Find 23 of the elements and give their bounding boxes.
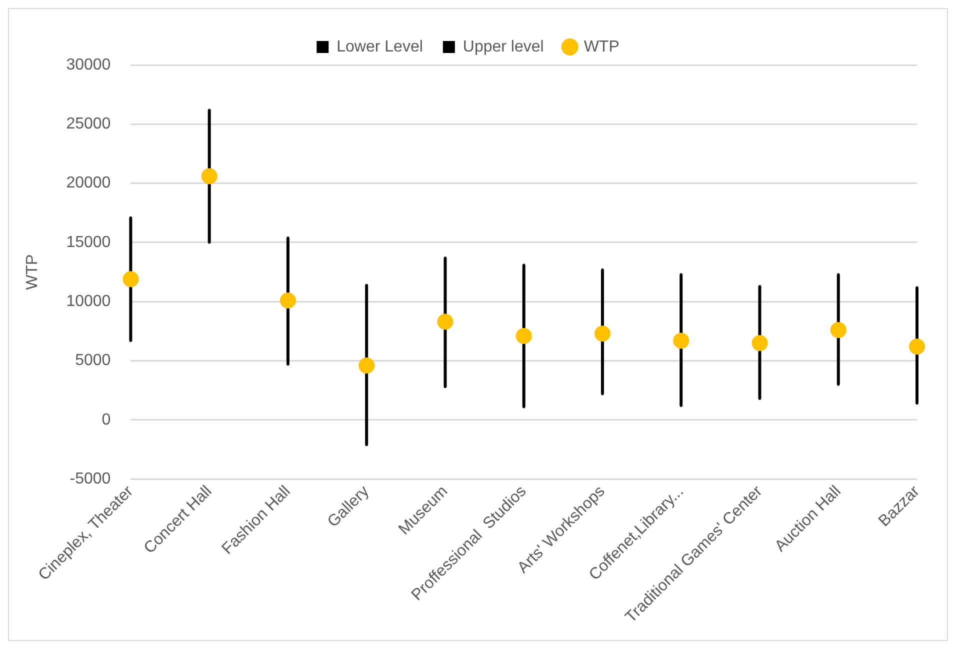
y-tick-label: 15000 — [66, 234, 111, 251]
y-tick-label: 20000 — [66, 174, 111, 192]
legend-label: WTP — [584, 38, 620, 56]
point — [830, 322, 846, 338]
y-tick-label: 5000 — [75, 352, 111, 370]
point — [594, 326, 610, 342]
y-tick-label: 10000 — [66, 293, 111, 310]
point — [201, 168, 218, 184]
point — [122, 271, 139, 288]
y-tick-label: 25000 — [66, 116, 111, 133]
point — [358, 358, 375, 374]
y-tick-label: 0 — [102, 411, 111, 428]
point — [673, 332, 690, 349]
point — [280, 292, 296, 308]
legend-label: Upper level — [462, 38, 544, 56]
legend-label: Lower Level — [336, 38, 423, 56]
point — [752, 335, 768, 352]
point — [437, 314, 454, 330]
point — [909, 338, 925, 355]
y-tick-label: -5000 — [70, 470, 111, 488]
y-tick-label: 30000 — [66, 56, 111, 74]
point — [516, 328, 532, 344]
y-axis-title: WTP — [24, 254, 42, 290]
